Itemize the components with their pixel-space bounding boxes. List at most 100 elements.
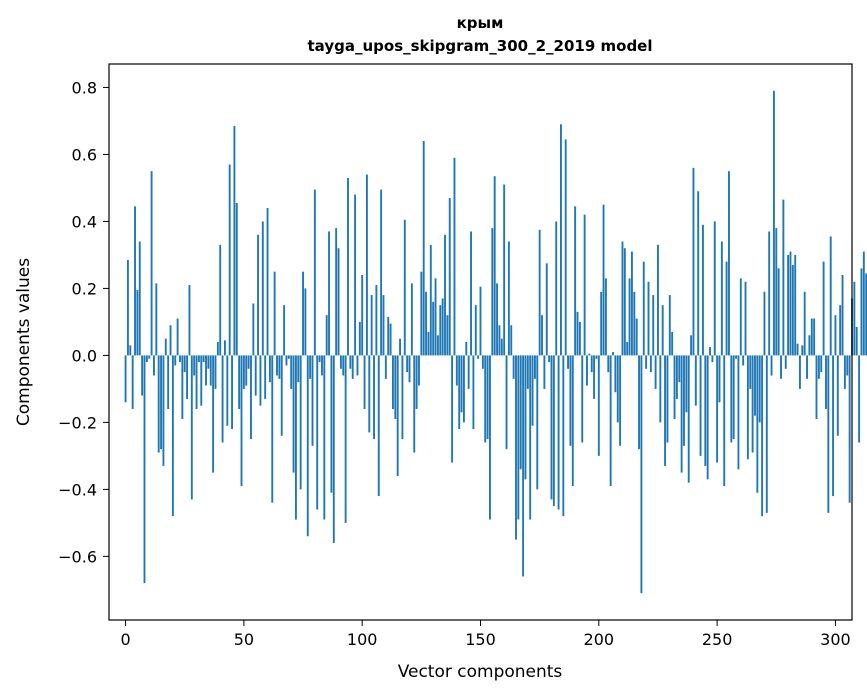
bar-230 <box>668 295 671 356</box>
bar-110 <box>384 355 387 379</box>
bar-237 <box>685 355 688 413</box>
bar-141 <box>458 355 461 430</box>
bar-128 <box>427 331 430 356</box>
bar-46 <box>233 125 236 356</box>
bar-238 <box>687 355 690 483</box>
bar-33 <box>202 355 205 363</box>
bar-60 <box>266 208 269 356</box>
bar-261 <box>742 355 745 366</box>
bar-312 <box>862 251 865 356</box>
bar-58 <box>261 221 264 356</box>
bar-156 <box>493 176 496 356</box>
bar-108 <box>380 189 383 356</box>
bar-223 <box>652 295 655 356</box>
bar-277 <box>780 355 782 379</box>
bar-282 <box>791 264 794 356</box>
bar-302 <box>839 305 842 356</box>
bar-298 <box>829 236 832 356</box>
bar-235 <box>680 355 683 473</box>
bar-180 <box>550 355 553 500</box>
bar-179 <box>548 355 551 363</box>
bar-76 <box>304 288 307 356</box>
bar-112 <box>389 323 392 356</box>
bar-7 <box>141 355 144 396</box>
bar-303 <box>841 275 844 356</box>
bar-2 <box>129 345 132 356</box>
bar-225 <box>657 244 659 356</box>
bar-305 <box>846 355 849 376</box>
bar-18 <box>167 355 170 409</box>
bar-87 <box>330 355 333 493</box>
bar-203 <box>604 278 607 356</box>
bar-178 <box>545 263 548 356</box>
bar-221 <box>647 281 650 356</box>
bar-127 <box>425 291 428 356</box>
bar-262 <box>744 281 747 356</box>
bar-139 <box>453 157 456 356</box>
bar-234 <box>678 355 681 383</box>
bar-136 <box>446 315 449 356</box>
bars-group <box>124 90 867 594</box>
bar-14 <box>157 355 160 453</box>
bar-93 <box>344 355 347 523</box>
bar-25 <box>183 355 186 373</box>
bar-134 <box>441 298 444 356</box>
bar-185 <box>562 355 565 517</box>
bar-296 <box>825 355 827 409</box>
bar-240 <box>692 167 695 356</box>
bar-273 <box>770 355 773 376</box>
bar-155 <box>491 228 494 356</box>
bar-260 <box>739 278 742 356</box>
bar-220 <box>645 355 648 369</box>
bar-45 <box>231 355 233 430</box>
bar-246 <box>706 355 709 480</box>
bar-57 <box>259 355 262 406</box>
bar-42 <box>224 340 226 356</box>
bar-290 <box>810 318 813 356</box>
bar-173 <box>533 355 536 379</box>
bar-145 <box>467 355 470 389</box>
bar-73 <box>297 355 300 383</box>
bar-95 <box>349 355 352 369</box>
bar-122 <box>413 355 416 453</box>
bar-284 <box>796 343 799 356</box>
bar-103 <box>368 355 371 433</box>
bar-268 <box>758 355 761 423</box>
bar-182 <box>555 221 558 356</box>
bar-272 <box>768 231 771 356</box>
bar-38 <box>214 355 217 389</box>
y-axis-ticks: −0.6 −0.4 −0.2 0.0 0.2 0.4 0.6 0.8 <box>58 78 109 566</box>
bar-17 <box>164 338 167 356</box>
bar-120 <box>408 355 411 383</box>
bar-0 <box>124 355 127 403</box>
plot-frame <box>108 63 853 621</box>
bar-81 <box>316 355 319 510</box>
y-tick-label: 0.8 <box>72 78 97 97</box>
bar-222 <box>649 355 652 373</box>
bar-135 <box>444 234 446 356</box>
bar-79 <box>311 355 314 446</box>
x-tick-label: 0 <box>120 630 130 649</box>
bar-271 <box>765 355 768 513</box>
bar-36 <box>209 355 212 386</box>
bar-291 <box>813 318 816 356</box>
bar-224 <box>654 355 657 389</box>
bar-217 <box>638 355 640 450</box>
bar-165 <box>515 355 517 540</box>
bar-183 <box>557 355 560 510</box>
bar-107 <box>377 355 380 497</box>
bar-125 <box>420 271 423 356</box>
bar-229 <box>666 355 669 443</box>
bar-106 <box>375 285 378 356</box>
bar-201 <box>600 291 603 356</box>
bar-294 <box>820 355 823 373</box>
bar-275 <box>775 228 778 356</box>
bar-53 <box>250 355 252 440</box>
bar-126 <box>422 141 425 356</box>
bar-117 <box>401 355 404 440</box>
bar-177 <box>543 355 546 389</box>
bar-146 <box>470 231 472 356</box>
bar-92 <box>342 355 345 376</box>
chart-subtitle: tayga_upos_skipgram_300_2_2019 model <box>308 37 653 55</box>
bar-170 <box>526 355 529 389</box>
